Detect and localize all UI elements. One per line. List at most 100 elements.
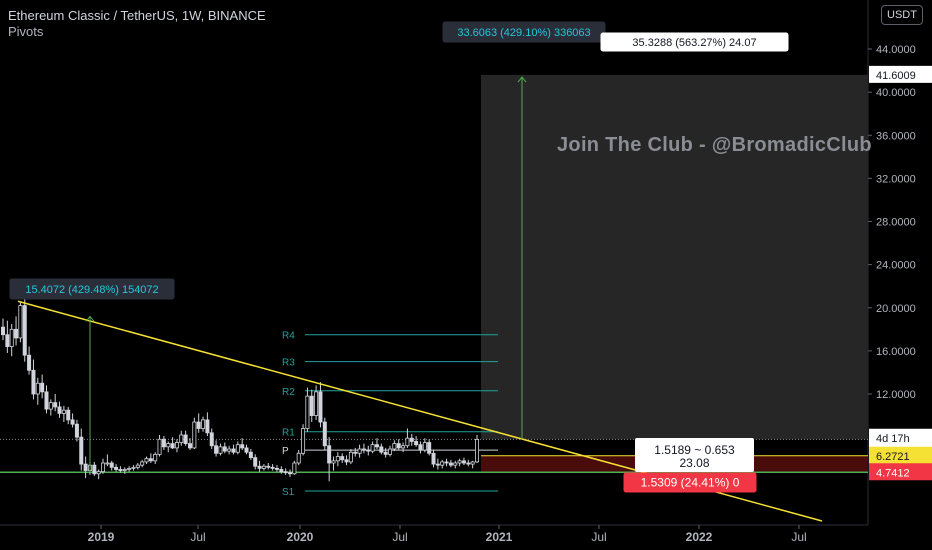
candle-body-up <box>127 467 132 470</box>
price-tag-bg <box>869 446 932 464</box>
candle <box>461 457 466 466</box>
candle-body-up <box>261 465 266 469</box>
candle-body-up <box>174 442 179 449</box>
candle <box>418 441 423 454</box>
candle <box>288 469 293 478</box>
candle <box>27 346 32 375</box>
candle <box>357 444 362 458</box>
candle-body-up <box>292 462 297 475</box>
candle-body-down <box>53 402 58 408</box>
candle-body-down <box>327 445 332 464</box>
candle-body-down <box>5 334 10 347</box>
candle <box>131 465 136 471</box>
candle-body-down <box>161 438 166 448</box>
candle <box>96 469 101 480</box>
candle-body-down <box>270 466 275 469</box>
candle-body-down <box>148 458 153 462</box>
price-tick-label: 40.0000 <box>876 87 916 99</box>
candle-body-down <box>361 448 366 451</box>
candle <box>35 377 40 405</box>
candle-body-down <box>396 443 401 449</box>
candle <box>344 455 349 466</box>
candle-body-up <box>453 462 458 466</box>
candle-body-up <box>474 438 479 463</box>
candle-body-up <box>235 444 240 453</box>
candle <box>83 456 88 479</box>
measurement-label-1-bg <box>9 278 175 300</box>
candle-body-up <box>153 453 158 462</box>
measurement-label-2: 33.6063 (429.10%) 336063 <box>442 21 606 43</box>
candle <box>422 438 427 453</box>
candle-body-down <box>409 437 414 442</box>
range-info-line-2: 23.08 <box>679 456 709 470</box>
time-tick-label: Jul <box>392 530 407 544</box>
candle <box>144 456 149 465</box>
price-tick-label: 28.0000 <box>876 217 916 229</box>
candle <box>309 389 314 423</box>
price-tick-label: 36.0000 <box>876 130 916 142</box>
candle-body-up <box>18 305 23 339</box>
candle-body-up <box>131 466 136 469</box>
candle-body-up <box>122 469 127 471</box>
candle-body-down <box>70 419 75 425</box>
candle-body-up <box>335 456 340 462</box>
candle-body-down <box>187 443 192 449</box>
candle <box>157 434 162 457</box>
candle-body-up <box>388 448 393 455</box>
candle-body-down <box>231 448 236 453</box>
candle <box>466 459 471 467</box>
candle <box>322 417 327 451</box>
candle-body-up <box>9 328 14 347</box>
range-info-bg <box>635 438 754 472</box>
candle <box>353 447 358 457</box>
candle-body-down <box>435 463 440 466</box>
candle <box>470 460 475 469</box>
candle <box>222 442 227 454</box>
pivot-label-p: P <box>282 446 289 457</box>
candle-body-down <box>466 462 471 465</box>
price-tag-bg <box>869 428 932 446</box>
measure-arrow-2-head <box>517 76 527 83</box>
candle <box>57 401 62 418</box>
candle-body-down <box>427 442 432 454</box>
candle-body-up <box>179 434 184 443</box>
candle-body-down <box>196 421 201 429</box>
candle <box>435 458 440 470</box>
candles <box>0 299 479 482</box>
candle-body-up <box>370 444 375 452</box>
candle <box>348 448 353 465</box>
time-tick-label: Jul <box>791 530 806 544</box>
candle <box>331 456 336 471</box>
price-tag-text: 6.2721 <box>876 451 910 463</box>
candle <box>161 436 166 451</box>
candle <box>318 382 323 428</box>
candle-body-down <box>92 464 97 475</box>
candle-body-up <box>201 419 206 429</box>
measurement-label-3: 35.3288 (563.27%) 24.07 <box>600 32 789 52</box>
measurement-label-2-bg <box>442 21 606 43</box>
candle <box>448 459 453 468</box>
candle-body-down <box>418 444 423 451</box>
candle-body-up <box>392 443 397 450</box>
candle <box>44 385 49 414</box>
candle-body-down <box>27 354 32 371</box>
currency-selector-button[interactable]: USDT <box>881 5 923 25</box>
candle-body-down <box>266 465 271 468</box>
candle <box>127 466 132 472</box>
stop-loss-label-bg <box>623 472 757 493</box>
candle <box>474 434 479 463</box>
candle-body-up <box>357 448 362 454</box>
price-tag-bg <box>869 65 932 83</box>
candle-body-down <box>244 447 249 453</box>
candle-body-up <box>331 460 336 464</box>
candle-body-up <box>470 461 475 465</box>
candle <box>431 450 436 468</box>
candle-body-down <box>40 382 45 393</box>
candle <box>440 459 445 469</box>
candle-body-up <box>135 464 140 468</box>
candle <box>301 424 306 456</box>
candle <box>314 385 319 420</box>
candle-body-down <box>353 451 358 454</box>
candle-body-down <box>431 452 436 465</box>
